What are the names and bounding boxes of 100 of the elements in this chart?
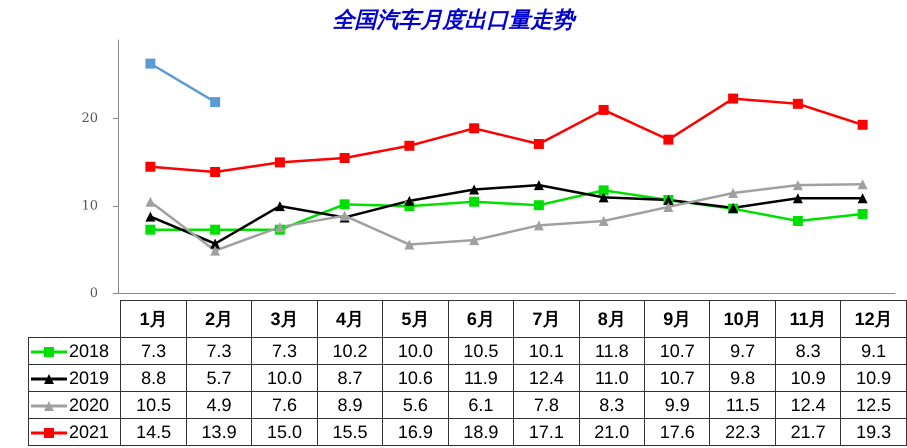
- y-tick-label: 0: [90, 286, 98, 301]
- point: [404, 240, 414, 250]
- point: [598, 185, 609, 196]
- point: [792, 98, 803, 109]
- point: [792, 180, 803, 190]
- x-tick-label: 2月: [186, 300, 252, 338]
- x-tick-label: 12月: [840, 300, 906, 338]
- data-label: 10.6: [382, 364, 448, 392]
- point: [792, 193, 803, 204]
- point: [210, 166, 220, 177]
- point: [469, 196, 480, 207]
- point: [598, 104, 609, 115]
- data-label: 15.0: [252, 418, 318, 446]
- data-label: 10.0: [252, 364, 318, 392]
- data-label: 10.5: [448, 338, 514, 364]
- point: [469, 184, 480, 194]
- point: [340, 153, 350, 164]
- data-label: 10.5: [120, 392, 186, 418]
- point: [274, 201, 285, 212]
- point: [534, 220, 544, 230]
- point: [340, 199, 350, 210]
- data-label: 16.9: [382, 418, 448, 446]
- point: [469, 123, 480, 134]
- point: [534, 139, 544, 150]
- chart-title: 全国汽车月度出口量走势: [332, 7, 578, 33]
- point: [274, 157, 285, 168]
- x-tick-label: 9月: [644, 300, 710, 338]
- point: [145, 196, 156, 207]
- data-label: 10.7: [644, 338, 710, 364]
- x-tick-label: 11月: [775, 300, 841, 338]
- point: [858, 179, 868, 190]
- data-label: 7.3: [186, 338, 252, 364]
- x-tick-label: 8月: [579, 300, 645, 338]
- point: [145, 212, 156, 222]
- point: [598, 192, 609, 202]
- data-label: 18.9: [448, 418, 514, 446]
- data-label: 10.7: [644, 364, 710, 392]
- data-label: 5.6: [382, 392, 448, 418]
- data-label: 21.0: [579, 418, 645, 446]
- data-label: 8.7: [317, 364, 383, 392]
- data-label: 17.6: [644, 418, 710, 446]
- data-label: 7.6: [252, 392, 318, 418]
- data-label: 9.7: [710, 338, 776, 364]
- data-label: 14.5: [120, 418, 186, 446]
- data-label: 10.0: [382, 338, 448, 364]
- data-label: 11.5: [710, 392, 776, 418]
- x-tick-label: 3月: [252, 300, 318, 338]
- x-tick-label: 1月: [120, 300, 186, 338]
- data-label: 10.9: [840, 364, 906, 392]
- data-label: 13.9: [186, 418, 252, 446]
- data-label: 9.8: [710, 364, 776, 392]
- data-label: 8.8: [120, 364, 186, 392]
- legend-label: 2021: [28, 418, 121, 446]
- point: [404, 196, 414, 206]
- point: [792, 216, 803, 226]
- legend-label: 2018: [28, 338, 121, 364]
- point: [274, 222, 285, 232]
- x-tick-label: 5月: [382, 300, 448, 338]
- point: [145, 58, 156, 69]
- data-label: 11.8: [579, 338, 645, 364]
- data-label: 4.9: [186, 392, 252, 418]
- data-label: 6.1: [448, 392, 514, 418]
- data-label: 15.5: [317, 418, 383, 446]
- point: [858, 120, 868, 130]
- x-tick-label: 6月: [448, 300, 514, 338]
- point: [534, 180, 544, 190]
- point: [210, 97, 220, 108]
- data-label: 7.3: [120, 338, 186, 364]
- point: [469, 235, 480, 246]
- data-label: 8.9: [317, 392, 383, 418]
- x-tick-label: 7月: [514, 300, 580, 338]
- x-tick-label: 4月: [317, 300, 383, 338]
- data-label: 7.8: [514, 392, 580, 418]
- data-label: 22.3: [710, 418, 776, 446]
- point: [598, 216, 609, 226]
- x-tick-label: 10月: [710, 300, 776, 338]
- data-label: 17.1: [514, 418, 580, 446]
- data-label: 19.3: [840, 418, 906, 446]
- data-label: 10.2: [317, 338, 383, 364]
- data-label: 9.1: [840, 338, 906, 364]
- data-label: 11.0: [579, 364, 645, 392]
- legend-label: 2020: [28, 392, 121, 418]
- point: [858, 193, 868, 204]
- point: [145, 224, 156, 235]
- data-label: 12.4: [775, 392, 841, 418]
- data-label: 8.3: [775, 338, 841, 364]
- point: [534, 200, 544, 210]
- point: [728, 188, 738, 198]
- data-label: 10.9: [775, 364, 841, 392]
- data-label: 21.7: [775, 418, 841, 446]
- data-label: 8.3: [579, 392, 645, 418]
- point: [663, 134, 674, 145]
- data-label: 12.5: [840, 392, 906, 418]
- point: [663, 202, 674, 212]
- data-label: 10.1: [514, 338, 580, 364]
- data-label: 9.9: [644, 392, 710, 418]
- point: [728, 94, 738, 104]
- y-tick-label: 10: [81, 198, 98, 214]
- data-label: 7.3: [252, 338, 318, 364]
- data-label: 5.7: [186, 364, 252, 392]
